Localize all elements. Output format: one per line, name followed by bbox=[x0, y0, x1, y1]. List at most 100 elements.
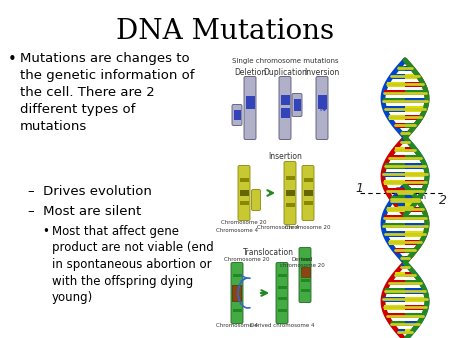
Bar bbox=[395, 272, 405, 277]
Bar bbox=[405, 115, 421, 120]
Text: Derived
chromosome 20: Derived chromosome 20 bbox=[279, 257, 324, 268]
Bar bbox=[278, 286, 287, 289]
FancyBboxPatch shape bbox=[232, 104, 242, 125]
Bar bbox=[285, 203, 294, 207]
Bar bbox=[405, 196, 418, 201]
Bar bbox=[395, 147, 405, 152]
Bar bbox=[398, 66, 405, 71]
Bar bbox=[233, 274, 242, 277]
Bar bbox=[389, 155, 405, 161]
Bar bbox=[405, 288, 425, 294]
Text: Inversion: Inversion bbox=[304, 68, 340, 77]
Bar bbox=[384, 180, 405, 185]
Bar bbox=[395, 123, 405, 128]
FancyBboxPatch shape bbox=[284, 162, 296, 224]
Bar bbox=[405, 321, 418, 326]
Bar bbox=[301, 289, 310, 292]
FancyBboxPatch shape bbox=[231, 263, 243, 323]
Text: Chromosome 20: Chromosome 20 bbox=[221, 220, 267, 225]
Text: •: • bbox=[8, 52, 17, 67]
Bar bbox=[383, 172, 405, 177]
Bar bbox=[389, 115, 405, 120]
Bar bbox=[405, 240, 421, 245]
Bar bbox=[384, 90, 405, 95]
Bar bbox=[405, 329, 412, 334]
Text: 2: 2 bbox=[439, 193, 447, 207]
Bar bbox=[239, 190, 248, 196]
Bar bbox=[395, 248, 405, 253]
Bar bbox=[387, 207, 405, 212]
Text: ✕: ✕ bbox=[245, 98, 255, 112]
Bar bbox=[280, 95, 289, 105]
Bar bbox=[246, 96, 255, 109]
Bar bbox=[278, 309, 287, 312]
Bar bbox=[384, 215, 405, 220]
Text: Chromosome 20: Chromosome 20 bbox=[224, 257, 270, 262]
Text: Chromosome 20: Chromosome 20 bbox=[285, 225, 331, 230]
Bar bbox=[239, 201, 248, 206]
Bar bbox=[234, 110, 240, 120]
Bar bbox=[385, 164, 405, 169]
Text: DNA Mutations: DNA Mutations bbox=[116, 18, 334, 45]
Bar bbox=[318, 95, 327, 109]
FancyBboxPatch shape bbox=[276, 263, 288, 323]
Bar bbox=[405, 90, 426, 95]
Bar bbox=[405, 199, 418, 204]
Text: Duplication: Duplication bbox=[263, 68, 307, 77]
Bar bbox=[405, 155, 421, 161]
Bar bbox=[301, 267, 310, 276]
Bar bbox=[401, 264, 405, 269]
Bar bbox=[383, 98, 405, 103]
Text: –  Most are silent: – Most are silent bbox=[28, 205, 141, 218]
Bar bbox=[389, 280, 405, 286]
Bar bbox=[233, 309, 242, 312]
Bar bbox=[293, 99, 301, 111]
Bar bbox=[405, 139, 409, 144]
Bar bbox=[280, 108, 289, 118]
Bar bbox=[405, 215, 426, 220]
Bar bbox=[398, 204, 405, 210]
Text: Derived chromosome 4: Derived chromosome 4 bbox=[250, 323, 314, 328]
Bar bbox=[405, 256, 409, 261]
FancyBboxPatch shape bbox=[316, 76, 328, 140]
Bar bbox=[405, 207, 423, 212]
Bar bbox=[401, 256, 405, 261]
Bar bbox=[285, 176, 294, 180]
Text: ⇅: ⇅ bbox=[317, 103, 327, 113]
Text: Point
Mutation: Point Mutation bbox=[395, 187, 426, 200]
Bar bbox=[405, 147, 415, 152]
Bar bbox=[405, 191, 412, 196]
Text: Translocation: Translocation bbox=[243, 248, 293, 257]
Bar bbox=[405, 305, 426, 310]
Bar bbox=[405, 98, 427, 103]
Bar bbox=[232, 285, 241, 301]
Bar bbox=[385, 288, 405, 294]
FancyBboxPatch shape bbox=[244, 76, 256, 140]
Bar bbox=[233, 286, 242, 289]
Bar bbox=[385, 232, 405, 237]
FancyBboxPatch shape bbox=[292, 94, 302, 117]
Bar bbox=[383, 223, 405, 228]
Bar bbox=[389, 240, 405, 245]
Bar bbox=[239, 178, 248, 182]
Bar bbox=[405, 172, 427, 177]
Text: Insertion: Insertion bbox=[268, 152, 302, 161]
Text: Chromosome 4: Chromosome 4 bbox=[216, 228, 258, 233]
Bar bbox=[405, 82, 423, 87]
Bar bbox=[405, 180, 426, 185]
Bar bbox=[401, 131, 405, 136]
FancyBboxPatch shape bbox=[252, 190, 261, 211]
Bar bbox=[405, 131, 409, 136]
Bar bbox=[385, 106, 405, 112]
Bar bbox=[392, 321, 405, 326]
Bar bbox=[384, 305, 405, 310]
Bar bbox=[303, 190, 312, 196]
Bar bbox=[405, 264, 409, 269]
Bar bbox=[405, 223, 427, 228]
Bar bbox=[392, 74, 405, 79]
Text: Single chromosome mutations: Single chromosome mutations bbox=[232, 58, 338, 64]
Bar bbox=[405, 232, 425, 237]
Bar bbox=[301, 258, 310, 261]
Bar bbox=[401, 139, 405, 144]
Bar bbox=[285, 190, 294, 196]
